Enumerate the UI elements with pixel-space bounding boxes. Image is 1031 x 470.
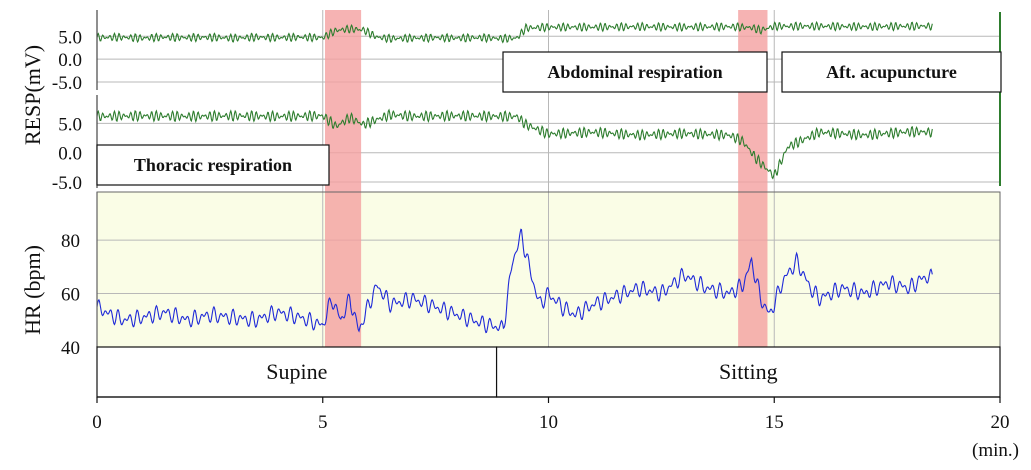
abdominal-respiration-label: Abdominal respiration bbox=[547, 62, 722, 82]
hr-signal-line-1 bbox=[96, 228, 933, 334]
thoracic-signal-line-1 bbox=[96, 108, 933, 180]
abdominal-respiration-label-box bbox=[502, 51, 768, 93]
thoracic-y-tick-label: 0.0 bbox=[58, 144, 82, 165]
hr-y-tick-label: 40 bbox=[61, 338, 80, 359]
phase-label-supine: Supine bbox=[266, 359, 327, 384]
thoracic-y-tick-label: 5.0 bbox=[58, 114, 82, 135]
x-tick-label: 10 bbox=[539, 412, 558, 433]
x-tick-label: 20 bbox=[991, 412, 1010, 433]
resp-y-axis-title: RESP(mV) bbox=[20, 45, 45, 145]
thoracic-y-tick-label: -5.0 bbox=[52, 173, 82, 194]
x-tick-label: 15 bbox=[765, 412, 784, 433]
thoracic-respiration-label: Thoracic respiration bbox=[134, 155, 292, 175]
abdominal-y-tick-label: 0.0 bbox=[58, 50, 82, 71]
abdominal-y-tick-label: -5.0 bbox=[52, 73, 82, 94]
aft-acupuncture-label: Aft. acupuncture bbox=[826, 62, 957, 82]
aft-acupuncture-label-box bbox=[781, 51, 1002, 93]
hr-y-tick-label: 80 bbox=[61, 231, 80, 252]
x-tick-label: 0 bbox=[92, 412, 102, 433]
hr-y-axis-title: HR (bpm) bbox=[20, 245, 45, 335]
abdominal-signal-line-1 bbox=[96, 20, 933, 44]
highlight-band-1 bbox=[325, 10, 362, 347]
x-unit-label: (min.) bbox=[972, 440, 1019, 461]
x-tick-label: 5 bbox=[318, 412, 328, 433]
abdominal-y-tick-label: 5.0 bbox=[58, 27, 82, 48]
thoracic-respiration-label-box bbox=[96, 144, 330, 186]
hr-y-tick-label: 60 bbox=[61, 285, 80, 306]
phase-label-sitting: Sitting bbox=[719, 359, 778, 384]
phase-box-sitting bbox=[495, 346, 1001, 398]
